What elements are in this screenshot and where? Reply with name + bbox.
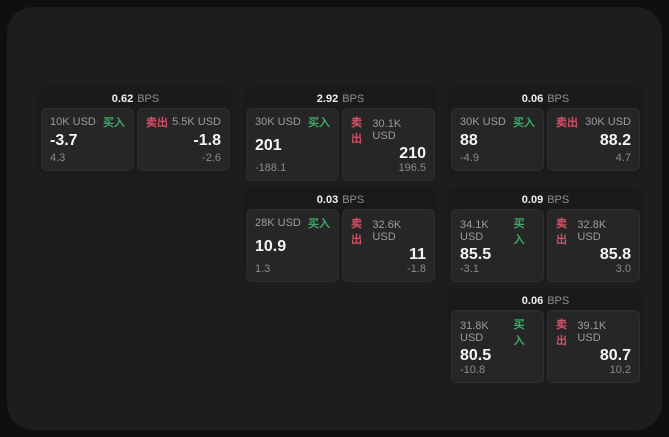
bps-header: 0.62 BPS [41, 89, 230, 108]
buy-delta: 1.3 [255, 263, 271, 275]
sell-notional: 30.1K USD [372, 118, 402, 142]
sell-side-label: 卖出 [556, 117, 578, 129]
sell-notional: 30K USD [585, 116, 631, 128]
quote-card: 0.06 BPS 30K USD 买入 88 -4.9 卖出 30K USD [448, 86, 643, 174]
quote-card-body: 31.8K USD 买入 80.5 -10.8 卖出 39.1K USD 80.… [451, 310, 640, 383]
buy-side-label: 买入 [103, 117, 125, 129]
sell-tile[interactable]: 卖出 30.1K USD 210 196.5 [342, 108, 435, 181]
bps-value: 0.62 [111, 92, 134, 105]
quote-card-body: 28K USD 买入 10.9 1.3 卖出 32.6K USD 11 -1.8 [246, 209, 435, 282]
quote-card: 2.92 BPS 30K USD 买入 201 -188.1 卖出 30.1K … [243, 86, 438, 181]
buy-notional: 34.1K USD [460, 219, 489, 243]
quote-card-body: 30K USD 买入 201 -188.1 卖出 30.1K USD 210 1… [246, 108, 435, 181]
bps-unit-label: BPS [342, 193, 365, 206]
bps-unit-label: BPS [547, 92, 570, 105]
buy-tile[interactable]: 10K USD 买入 -3.7 4.3 [41, 108, 134, 171]
buy-price: 85.5 [460, 246, 492, 263]
sell-side-label: 卖出 [351, 117, 362, 145]
quote-card: 0.09 BPS 34.1K USD 买入 85.5 -3.1 卖出 32.8K… [448, 187, 643, 282]
bps-unit-label: BPS [342, 92, 365, 105]
main-panel: 0.62 BPS 10K USD 买入 -3.7 4.3 卖出 5.5K USD [7, 7, 662, 430]
sell-notional: 39.1K USD [577, 320, 607, 344]
buy-side-label: 买入 [308, 117, 330, 129]
bps-header: 2.92 BPS [246, 89, 435, 108]
quote-card-body: 34.1K USD 买入 85.5 -3.1 卖出 32.8K USD 85.8… [451, 209, 640, 282]
buy-price: 80.5 [460, 347, 492, 364]
buy-tile[interactable]: 30K USD 买入 201 -188.1 [246, 108, 339, 181]
sell-delta: -2.6 [202, 152, 221, 164]
buy-delta: -10.8 [460, 364, 486, 376]
buy-price: 10.9 [255, 238, 287, 255]
buy-price: 88 [460, 132, 478, 149]
sell-notional: 32.6K USD [372, 219, 402, 243]
sell-price: 11 [409, 246, 426, 263]
bps-value: 0.09 [521, 193, 544, 206]
sell-side-label: 卖出 [351, 218, 362, 246]
buy-delta: -3.1 [460, 263, 479, 275]
bps-header: 0.06 BPS [451, 291, 640, 310]
sell-tile[interactable]: 卖出 39.1K USD 80.7 10.2 [547, 310, 640, 383]
buy-tile[interactable]: 28K USD 买入 10.9 1.3 [246, 209, 339, 282]
sell-tile[interactable]: 卖出 5.5K USD -1.8 -2.6 [137, 108, 230, 171]
bps-header: 0.03 BPS [246, 190, 435, 209]
quote-cards-grid: 0.62 BPS 10K USD 买入 -3.7 4.3 卖出 5.5K USD [38, 86, 643, 383]
sell-delta: 4.7 [615, 152, 631, 164]
quote-card-body: 30K USD 买入 88 -4.9 卖出 30K USD 88.2 4.7 [451, 108, 640, 171]
buy-delta: 4.3 [50, 152, 66, 164]
sell-price: 80.7 [599, 347, 631, 364]
buy-delta: -4.9 [460, 152, 479, 164]
buy-notional: 31.8K USD [460, 320, 489, 344]
sell-tile[interactable]: 卖出 32.8K USD 85.8 3.0 [547, 209, 640, 282]
buy-side-label: 买入 [513, 218, 525, 246]
sell-price: -1.8 [193, 132, 221, 149]
bps-unit-label: BPS [547, 193, 570, 206]
sell-notional: 5.5K USD [172, 116, 221, 128]
sell-notional: 32.8K USD [577, 219, 607, 243]
quote-card: 0.62 BPS 10K USD 买入 -3.7 4.3 卖出 5.5K USD [38, 86, 233, 174]
sell-side-label: 卖出 [556, 319, 567, 347]
quote-card: 0.06 BPS 31.8K USD 买入 80.5 -10.8 卖出 39.1… [448, 288, 643, 383]
sell-delta: 10.2 [609, 364, 631, 376]
bps-header: 0.06 BPS [451, 89, 640, 108]
buy-delta: -188.1 [255, 162, 287, 174]
sell-price: 85.8 [599, 246, 631, 263]
buy-notional: 10K USD [50, 116, 96, 128]
sell-tile[interactable]: 卖出 30K USD 88.2 4.7 [547, 108, 640, 171]
buy-price: -3.7 [50, 132, 78, 149]
sell-side-label: 卖出 [146, 117, 168, 129]
buy-side-label: 买入 [513, 117, 535, 129]
sell-delta: -1.8 [407, 263, 426, 275]
buy-tile[interactable]: 30K USD 买入 88 -4.9 [451, 108, 544, 171]
bps-value: 2.92 [316, 92, 339, 105]
bps-value: 0.06 [521, 294, 544, 307]
sell-price: 210 [399, 145, 426, 162]
bps-value: 0.03 [316, 193, 339, 206]
buy-notional: 28K USD [255, 217, 301, 229]
sell-price: 88.2 [599, 132, 631, 149]
bps-header: 0.09 BPS [451, 190, 640, 209]
bps-value: 0.06 [521, 92, 544, 105]
sell-tile[interactable]: 卖出 32.6K USD 11 -1.8 [342, 209, 435, 282]
bps-unit-label: BPS [137, 92, 160, 105]
sell-side-label: 卖出 [556, 218, 567, 246]
buy-tile[interactable]: 34.1K USD 买入 85.5 -3.1 [451, 209, 544, 282]
buy-notional: 30K USD [255, 116, 301, 128]
buy-tile[interactable]: 31.8K USD 买入 80.5 -10.8 [451, 310, 544, 383]
sell-delta: 3.0 [615, 263, 631, 275]
buy-side-label: 买入 [308, 218, 330, 230]
quote-card-body: 10K USD 买入 -3.7 4.3 卖出 5.5K USD -1.8 -2.… [41, 108, 230, 171]
buy-price: 201 [255, 137, 282, 154]
bps-unit-label: BPS [547, 294, 570, 307]
sell-delta: 196.5 [398, 162, 426, 174]
quote-card: 0.03 BPS 28K USD 买入 10.9 1.3 卖出 32.6K US… [243, 187, 438, 282]
buy-side-label: 买入 [513, 319, 525, 347]
buy-notional: 30K USD [460, 116, 506, 128]
